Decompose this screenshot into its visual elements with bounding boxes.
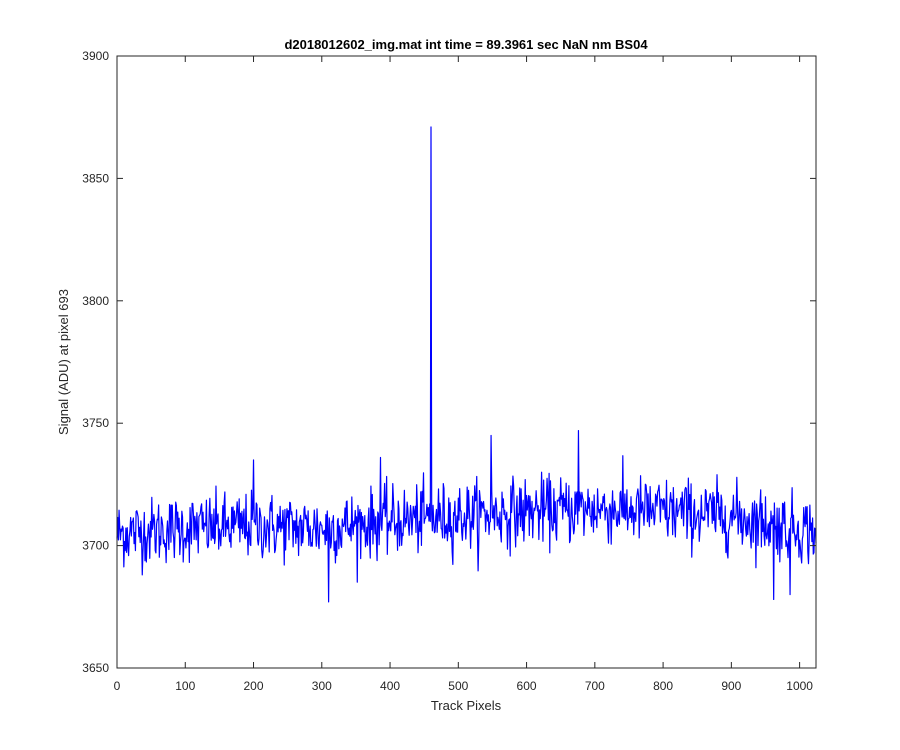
y-tick-label: 3750 [82, 416, 109, 430]
x-tick-label: 200 [244, 679, 264, 693]
x-axis: 0 100 200 300 400 500 600 700 800 900 1000 [114, 56, 813, 693]
x-tick-label: 300 [312, 679, 332, 693]
y-tick-label: 3900 [82, 49, 109, 63]
x-tick-label: 1000 [786, 679, 813, 693]
x-tick-label: 700 [585, 679, 605, 693]
y-axis: 3650 3700 3750 3800 3850 3900 [82, 49, 816, 675]
x-axis-label: Track Pixels [431, 698, 502, 713]
y-tick-label: 3700 [82, 539, 109, 553]
x-tick-label: 400 [380, 679, 400, 693]
y-axis-label: Signal (ADU) at pixel 693 [56, 289, 71, 435]
chart-title: d2018012602_img.mat int time = 89.3961 s… [284, 37, 648, 52]
axes-box [116, 55, 817, 669]
x-tick-label: 100 [175, 679, 195, 693]
x-tick-label: 0 [114, 679, 121, 693]
y-tick-label: 3650 [82, 661, 109, 675]
series-line [116, 126, 817, 603]
x-tick-label: 600 [517, 679, 537, 693]
series-layer [116, 126, 817, 603]
x-tick-label: 900 [721, 679, 741, 693]
x-tick-label: 800 [653, 679, 673, 693]
y-tick-label: 3800 [82, 294, 109, 308]
x-tick-label: 500 [448, 679, 468, 693]
y-tick-label: 3850 [82, 171, 109, 185]
plot-area [117, 56, 816, 668]
